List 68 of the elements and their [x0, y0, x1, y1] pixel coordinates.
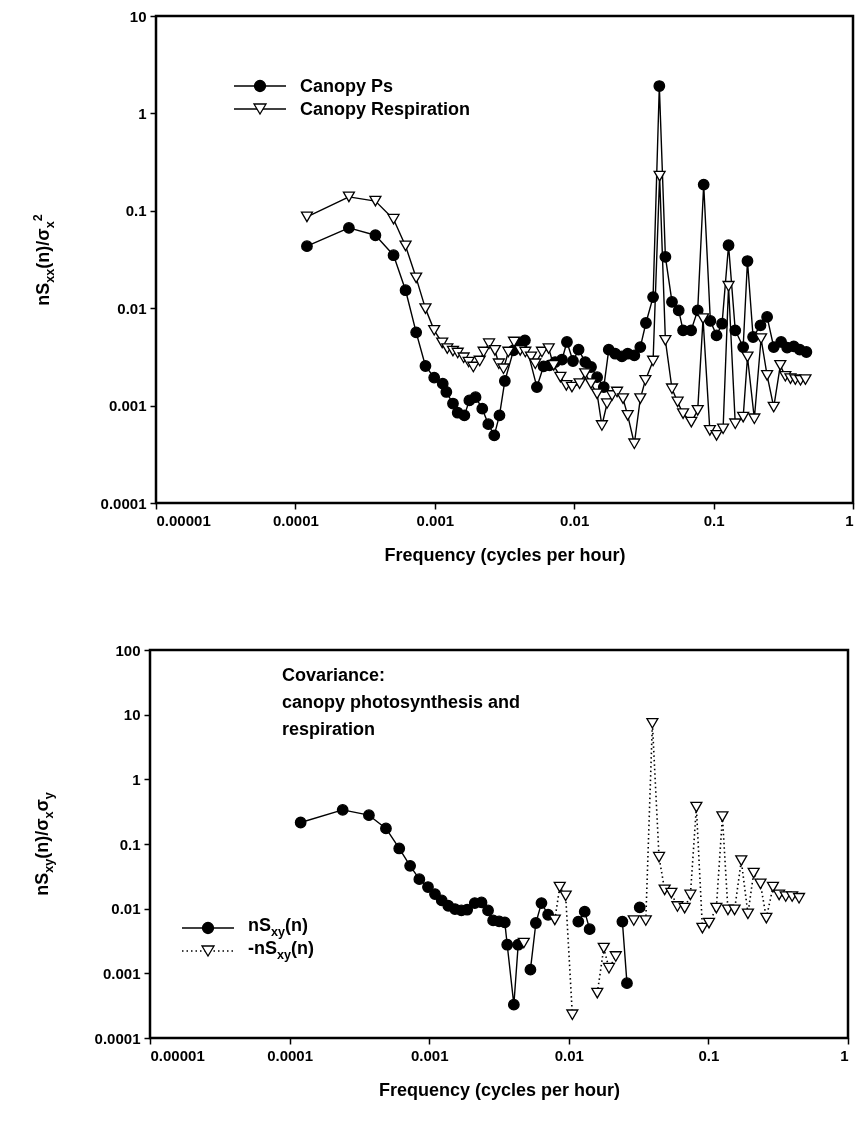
point [646, 717, 659, 729]
point [591, 987, 604, 999]
point [616, 915, 629, 928]
point [665, 887, 678, 899]
point [754, 878, 767, 890]
y-tick-label: 0.01 [111, 900, 141, 918]
point [559, 890, 572, 902]
point [766, 881, 780, 893]
legend-label: -nS$_{xy}$(n) [248, 938, 314, 962]
x-tick-label: 0.1 [703, 511, 725, 529]
x-tick-label: 1 [840, 1046, 849, 1064]
point [760, 912, 773, 924]
x-tick-label: 1 [845, 511, 854, 529]
point [690, 801, 703, 813]
y-tick-label: 100 [115, 641, 141, 659]
y-tick-label: 1 [132, 770, 141, 788]
point [639, 915, 652, 926]
point [517, 937, 530, 949]
y-tick-label: 0.1 [125, 202, 147, 220]
y-tick-label: 0.001 [108, 397, 147, 415]
point [404, 859, 417, 872]
y-tick-label: 0.0001 [94, 1029, 141, 1047]
point [621, 977, 633, 990]
y-tick-label: 10 [123, 706, 141, 724]
y-tick-label: 0.1 [119, 835, 141, 853]
x-tick-label: 0.01 [554, 1046, 584, 1064]
x-tick-label: 0.01 [560, 511, 590, 529]
point [716, 811, 729, 823]
point [792, 892, 806, 904]
point [747, 867, 760, 879]
point [702, 917, 716, 929]
point [609, 951, 622, 962]
legend-label: Canopy Respiration [300, 98, 471, 119]
point [684, 889, 697, 901]
x-tick-label: 0.0001 [267, 1046, 314, 1064]
point [566, 1009, 579, 1021]
point [553, 881, 566, 893]
x-tick-label: 0.00001 [156, 511, 211, 529]
point [735, 855, 748, 867]
annotation: Covariance: canopy photosynthesis and respiration [282, 664, 521, 741]
x-tick-label: 0.001 [416, 511, 455, 529]
point [710, 902, 723, 914]
point [741, 908, 755, 920]
point [535, 897, 548, 909]
point [627, 915, 640, 926]
y-tick-label: 0.001 [102, 964, 141, 982]
legend-label: Canopy Ps [300, 75, 394, 96]
x-tick-label: 0.00001 [150, 1046, 205, 1064]
x-tick-label: 0.001 [410, 1046, 449, 1064]
point [602, 962, 616, 974]
point [633, 901, 646, 914]
y-tick-label: 10 [129, 7, 147, 25]
x-tick-label: 0.1 [698, 1046, 720, 1064]
y-tick-label: 1 [138, 104, 147, 122]
point [583, 923, 596, 936]
point [597, 942, 610, 954]
x-tick-label: 0.0001 [272, 511, 319, 529]
point [678, 902, 691, 914]
x-axis-title: Frequency (cycles per hour) [378, 1079, 621, 1100]
y-tick-label: 0.01 [117, 299, 147, 317]
point [652, 851, 666, 863]
y-tick-label: 0.0001 [100, 494, 147, 512]
point [578, 905, 591, 918]
x-axis-title: Frequency (cycles per hour) [384, 544, 626, 565]
point [572, 915, 585, 928]
legend-label: nS$_{xy}$(n) [248, 915, 309, 939]
point [529, 917, 542, 929]
point [728, 904, 741, 916]
